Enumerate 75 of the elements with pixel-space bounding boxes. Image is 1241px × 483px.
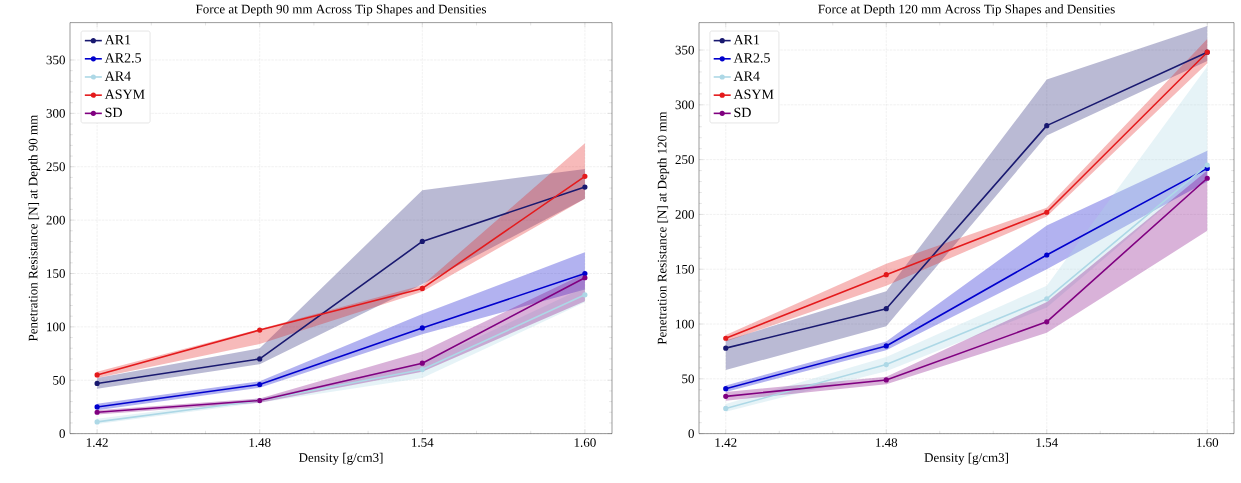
point [723, 393, 729, 400]
legend-label: SD [105, 107, 122, 118]
chart-title: Force at Depth 90 mm Across Tip Shapes and Densities [195, 4, 486, 17]
point [883, 343, 889, 349]
y-tick-label: 200 [46, 215, 65, 225]
y-tick-label: 0 [688, 429, 694, 439]
y-tick-label: 0 [59, 429, 65, 439]
point [582, 275, 588, 281]
point [883, 306, 889, 312]
point [723, 386, 729, 392]
y-axis-title: Penetration Resistance [N] at Depth 120 mm [657, 111, 670, 345]
y-tick-label: 300 [675, 100, 694, 110]
y-tick-label: 350 [675, 45, 694, 55]
point [257, 382, 263, 388]
point [257, 327, 263, 333]
point [419, 325, 425, 331]
point [883, 272, 889, 278]
y-tick-label: 350 [46, 55, 65, 65]
legend-label: AR1 [733, 35, 760, 45]
legend-label: SD [734, 107, 751, 118]
legend-label: ASYM [104, 89, 145, 100]
legend-label: AR1 [104, 35, 131, 45]
point [723, 406, 729, 412]
y-tick-label: 150 [47, 269, 65, 279]
point [582, 184, 588, 190]
point [94, 409, 100, 416]
point [1044, 209, 1050, 216]
legend-label: AR4 [733, 71, 760, 81]
y-tick-label: 250 [675, 155, 694, 165]
x-axis-title: Density [g/cm3] [924, 453, 1008, 465]
point [582, 173, 588, 180]
legend-label: AR2.5 [104, 53, 142, 63]
point [94, 372, 100, 378]
x-tick-label: 1.48 [876, 438, 898, 448]
point [1044, 319, 1050, 325]
x-tick-label: 1.42 [715, 438, 737, 448]
point [582, 271, 588, 277]
point [419, 286, 425, 292]
point [723, 345, 729, 351]
y-tick-label: 250 [46, 162, 65, 172]
y-axis-title: Penetration Resistance [N] at Depth 90 mm [28, 115, 41, 342]
x-axis-title: Density [g/cm3] [298, 453, 383, 465]
y-tick-label: 100 [676, 319, 694, 329]
point [1204, 175, 1210, 182]
y-tick-label: 50 [53, 376, 65, 385]
point [883, 362, 889, 368]
point [419, 367, 425, 373]
point [1044, 296, 1050, 302]
point [94, 419, 100, 425]
point [723, 335, 729, 342]
x-tick-label: 1.60 [574, 438, 596, 448]
x-tick-label: 1.48 [249, 438, 271, 448]
x-tick-label: 1.54 [412, 438, 434, 448]
x-tick-label: 1.54 [1036, 438, 1058, 448]
x-tick-label: 1.60 [1197, 438, 1219, 448]
y-tick-label: 100 [47, 322, 65, 332]
y-tick-label: 50 [682, 374, 694, 384]
point [1044, 252, 1050, 258]
x-tick-label: 1.42 [86, 438, 108, 448]
y-tick-label: 300 [46, 109, 65, 118]
legend-label: AR2.5 [733, 53, 770, 63]
point [582, 292, 588, 298]
legend-label: AR4 [104, 71, 131, 81]
y-tick-label: 200 [675, 210, 694, 219]
point [94, 404, 100, 410]
point [419, 239, 425, 245]
point [257, 356, 263, 362]
chart-title: Force at Depth 120 mm Across Tip Shapes and Densities [818, 4, 1115, 17]
y-tick-label: 150 [676, 265, 694, 274]
point [1044, 123, 1050, 129]
legend-label: ASYM [733, 89, 774, 100]
point [1204, 162, 1210, 168]
point [419, 360, 425, 366]
point [883, 377, 889, 383]
point [94, 381, 100, 387]
